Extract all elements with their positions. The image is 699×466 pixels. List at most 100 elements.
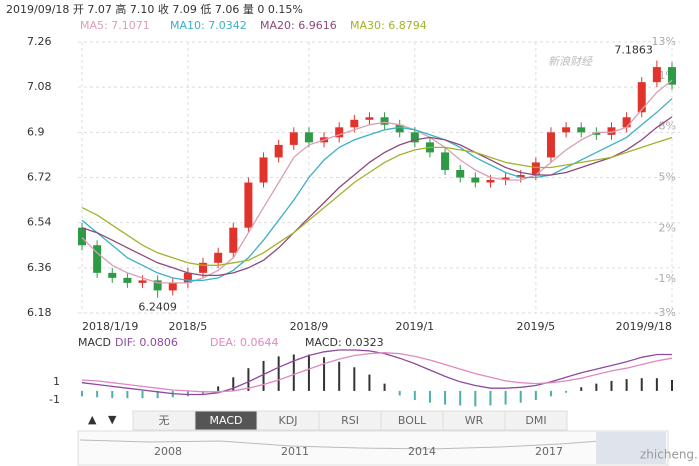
candle-body	[501, 177, 510, 181]
candle-body	[365, 117, 374, 120]
x-tick-label: 2018/5	[169, 320, 208, 333]
macd-legend: DIF: 0.0806	[115, 336, 178, 349]
candle-body	[274, 144, 283, 158]
quote-value: 7.06	[215, 3, 240, 16]
y2-tick-label: 5%	[659, 171, 676, 184]
y2-tick-label: 8%	[659, 120, 676, 133]
candle-body	[486, 180, 495, 183]
quote-label: 开	[73, 3, 84, 16]
x-tick-label: 2019/9/18	[616, 320, 672, 333]
tab-label[interactable]: MACD	[210, 414, 243, 427]
macd-legend: MACD: 0.0323	[305, 336, 384, 349]
quote-label: 高	[115, 2, 126, 16]
high-label: 7.1863	[614, 43, 653, 56]
y2-tick-label: -3%	[655, 306, 676, 319]
ma-line	[81, 79, 673, 284]
candle-body	[637, 82, 646, 113]
tab-label[interactable]: KDJ	[279, 414, 298, 427]
candle-body	[516, 174, 525, 178]
navigator-year: 2017	[535, 445, 563, 458]
candle-body	[259, 157, 268, 183]
candle-body	[562, 127, 571, 133]
y-tick-label: 6.18	[27, 306, 52, 319]
quote-label: 收	[158, 2, 169, 16]
ma-line	[81, 98, 673, 282]
candle-body	[168, 282, 177, 291]
y-tick-label: 6.72	[27, 171, 52, 184]
navigator-year: 2011	[281, 445, 309, 458]
candle-body	[350, 119, 359, 128]
legend-entry: MA10: 7.0342	[170, 19, 247, 32]
watermark: 新浪财经	[548, 55, 593, 68]
candle-body	[592, 132, 601, 135]
quote-value: 7.09	[172, 3, 197, 16]
x-tick-label: 2018/1/19	[82, 320, 138, 333]
candle-body	[456, 169, 465, 178]
tab-label[interactable]: 无	[159, 414, 170, 427]
y-tick-label: 7.26	[27, 35, 52, 48]
y2-tick-label: 13%	[652, 35, 676, 48]
x-tick-label: 2019/5	[516, 320, 555, 333]
macd-line	[81, 352, 673, 393]
candle-body	[304, 132, 313, 143]
macd-legend: DEA: 0.0644	[210, 336, 278, 349]
ma-line	[81, 136, 673, 266]
candle-body	[546, 132, 555, 158]
macd-tick-label: 1	[53, 375, 60, 388]
tab-label[interactable]: WR	[465, 414, 484, 427]
legend-entry: MA30: 6.8794	[350, 19, 427, 32]
y-tick-label: 6.54	[27, 216, 52, 229]
y2-tick-label: 2%	[659, 221, 676, 234]
candle-body	[395, 124, 404, 133]
quote-date: 2019/09/18	[6, 3, 69, 16]
candle-body	[577, 127, 586, 133]
navigator-year: 2008	[154, 445, 182, 458]
candle-body	[183, 272, 192, 283]
macd-title: MACD	[78, 336, 111, 349]
candle-body	[108, 272, 117, 278]
candle-body	[622, 117, 631, 128]
quote-value: 7.10	[130, 3, 155, 16]
quote-change: 0.15%	[268, 3, 303, 16]
candle-body	[78, 227, 86, 246]
candle-body	[93, 245, 102, 273]
y-tick-label: 7.08	[27, 80, 52, 93]
navigator-year: 2014	[408, 445, 436, 458]
site-watermark: zhicheng.net	[640, 448, 699, 462]
candle-body	[153, 280, 162, 291]
y-tick-label: 6.36	[27, 261, 52, 274]
tab-label[interactable]: DMI	[525, 414, 546, 427]
quote-value: 0	[257, 3, 264, 16]
quote: 2019/09/18 开 7.07 高 7.10 收 7.09 低 7.06 量…	[6, 2, 303, 16]
quote-value: 7.07	[87, 3, 112, 16]
y2-tick-label: -1%	[655, 272, 676, 285]
candle-body	[652, 67, 661, 83]
legend-entry: MA5: 7.1071	[80, 19, 150, 32]
macd-tick-label: -1	[49, 393, 60, 406]
candle-body	[410, 132, 419, 143]
scroll-up[interactable]: ▲	[88, 413, 97, 426]
quote-label: 低	[200, 3, 211, 16]
candle-body	[335, 127, 344, 138]
candle-body	[123, 277, 132, 283]
candle-body	[607, 127, 616, 135]
x-tick-label: 2018/9	[290, 320, 329, 333]
candle-body	[289, 132, 298, 145]
scroll-down[interactable]: ▼	[108, 413, 117, 426]
quote-label: 量	[243, 3, 254, 16]
y-tick-label: 6.9	[27, 125, 45, 138]
navigator-window[interactable]	[596, 432, 666, 464]
candle-body	[531, 162, 540, 175]
tab-label[interactable]: RSI	[341, 414, 359, 427]
ma-line	[81, 116, 673, 277]
candle-body	[229, 227, 238, 253]
tab[interactable]	[504, 410, 568, 431]
candle-body	[441, 152, 450, 170]
candle-body	[138, 280, 147, 283]
x-tick-label: 2019/1	[395, 320, 434, 333]
candle-body	[668, 67, 676, 85]
legend-entry: MA20: 6.9616	[260, 19, 337, 32]
low-label: 6.2409	[138, 301, 177, 314]
tab-label[interactable]: BOLL	[398, 414, 427, 427]
